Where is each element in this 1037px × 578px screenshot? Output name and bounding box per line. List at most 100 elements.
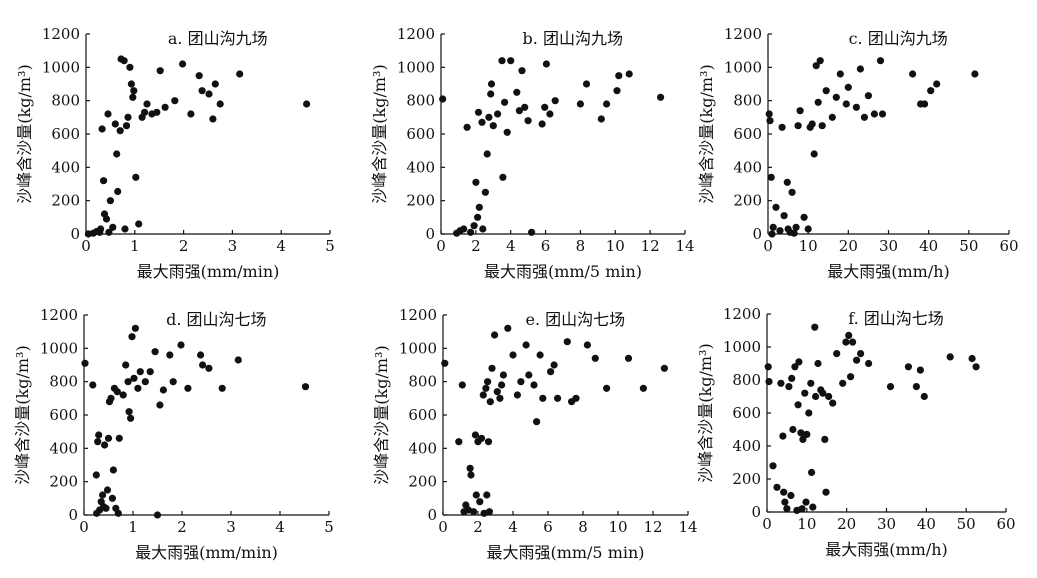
- data-point: [503, 128, 511, 136]
- data-point: [211, 80, 219, 88]
- data-point: [499, 371, 507, 379]
- y-tick-label: 0: [427, 506, 437, 524]
- data-point: [472, 491, 480, 499]
- data-point: [491, 331, 499, 339]
- data-point: [800, 213, 808, 221]
- data-point: [613, 87, 621, 95]
- data-point: [777, 379, 785, 387]
- x-tick-label: 8: [576, 237, 586, 255]
- data-point: [485, 508, 493, 516]
- data-point: [463, 123, 471, 131]
- y-tick-label: 1200: [42, 25, 80, 43]
- data-point: [765, 378, 773, 386]
- x-tick-label: 0: [436, 237, 446, 255]
- data-point: [120, 57, 128, 65]
- data-point: [870, 110, 879, 118]
- y-axis-label: 沙峰含沙量(kg/m³): [697, 64, 716, 203]
- x-tick-label: 30: [877, 515, 896, 533]
- data-point: [530, 381, 538, 389]
- data-point: [159, 386, 167, 394]
- data-point: [818, 122, 826, 130]
- data-point: [624, 354, 633, 362]
- scatter-panel: 0 200 400 600 800 1000 1200 0 1 2 3 4 5 d. 团山沟七场最大雨强(…: [13, 306, 334, 562]
- x-tick-label: 0: [438, 518, 448, 536]
- y-tick-label: 200: [732, 470, 761, 488]
- data-point: [538, 120, 546, 128]
- data-point: [129, 93, 137, 101]
- data-point: [471, 431, 479, 439]
- y-tick-label: 400: [408, 439, 437, 457]
- data-point: [825, 392, 833, 401]
- data-point: [809, 503, 817, 511]
- y-tick-label: 1000: [40, 339, 78, 357]
- data-point: [788, 374, 796, 382]
- data-point: [177, 341, 185, 349]
- y-tick-label: 200: [49, 473, 78, 491]
- data-point: [844, 83, 852, 91]
- y-tick-label: 400: [49, 439, 78, 457]
- data-point: [234, 356, 242, 364]
- data-point: [504, 324, 512, 332]
- data-point: [467, 228, 475, 236]
- data-point: [927, 87, 935, 95]
- data-point: [794, 401, 802, 409]
- data-point: [521, 103, 529, 111]
- data-point: [829, 399, 837, 407]
- y-tick-label: 200: [733, 192, 762, 210]
- data-point: [865, 359, 873, 368]
- data-point: [106, 197, 114, 205]
- x-tick-label: 3: [228, 237, 238, 255]
- data-point: [485, 113, 493, 121]
- y-tick-label: 800: [51, 92, 80, 110]
- data-point: [124, 378, 132, 386]
- data-point: [876, 57, 885, 65]
- y-tick-label: 0: [68, 506, 78, 524]
- panel-title: f. 团山沟七场: [848, 309, 944, 328]
- data-point: [791, 363, 799, 371]
- data-point: [455, 438, 463, 446]
- y-tick-label: 1000: [723, 338, 761, 356]
- x-axis-label: 最大雨强(mm/min): [135, 543, 278, 562]
- data-point: [968, 354, 976, 363]
- y-tick-label: 0: [70, 225, 80, 243]
- data-point: [615, 72, 623, 80]
- data-point: [792, 223, 800, 231]
- scatter-panel: 0 200 400 600 800 1000 1200 0 2 4 6 8 10 12 14 e. 团山沟七场…: [372, 306, 698, 562]
- data-point: [477, 434, 486, 442]
- data-point: [536, 351, 544, 359]
- y-tick-label: 1200: [40, 306, 78, 324]
- data-point: [499, 173, 507, 181]
- x-tick-label: 10: [606, 237, 625, 255]
- data-point: [768, 230, 776, 238]
- x-axis-label: 最大雨强(mm/5 min): [484, 262, 642, 281]
- data-point: [773, 483, 781, 491]
- scatter-panel: 0 200 400 600 800 1000 1200 0 10 20 30 40 50 60 f. 团山沟…: [696, 305, 1016, 559]
- data-point: [789, 425, 797, 434]
- data-point: [819, 389, 827, 397]
- y-tick-label: 400: [733, 158, 762, 176]
- panel-title: d. 团山沟七场: [166, 310, 266, 329]
- data-point: [814, 359, 822, 368]
- data-point: [458, 381, 466, 389]
- data-point: [484, 378, 492, 386]
- data-point: [833, 350, 841, 358]
- data-point: [105, 228, 113, 236]
- data-point: [494, 110, 502, 118]
- scatter-panel: 0 200 400 600 800 1000 1200 0 10 20 30 40 50 60 c. 团山沟…: [697, 25, 1019, 281]
- data-point: [769, 223, 777, 231]
- data-point: [479, 225, 487, 233]
- data-point: [821, 435, 829, 443]
- data-point: [472, 178, 480, 186]
- data-point: [572, 394, 580, 402]
- x-tick-label: 0: [762, 515, 772, 533]
- y-tick-label: 800: [406, 92, 435, 110]
- data-point: [470, 222, 478, 230]
- data-point: [156, 67, 164, 75]
- y-tick-label: 1200: [397, 25, 435, 43]
- data-point: [576, 100, 585, 108]
- data-point: [764, 363, 772, 371]
- data-point: [95, 431, 103, 439]
- data-point: [108, 494, 116, 502]
- data-point: [767, 173, 775, 181]
